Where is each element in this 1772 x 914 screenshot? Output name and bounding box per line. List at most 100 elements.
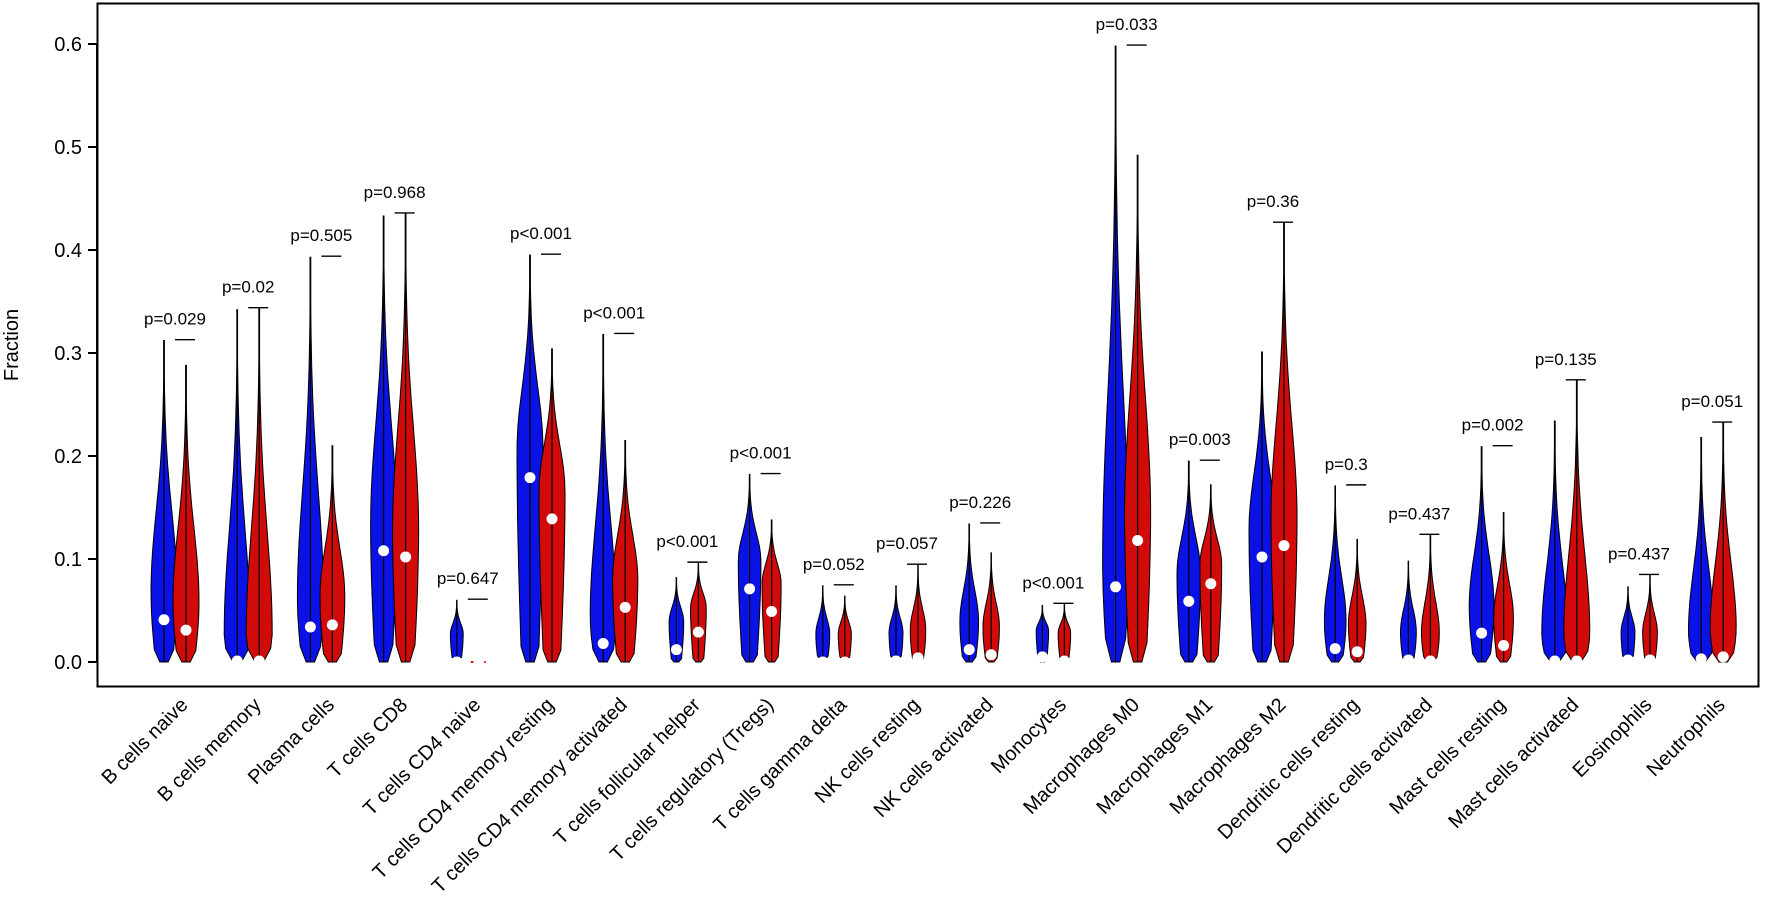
p-value-label: p=0.3 [1325,455,1368,474]
median-point [1695,653,1707,665]
violin-group [1102,45,1152,663]
y-tick-label: 0.5 [54,137,82,159]
p-value-label: p=0.135 [1535,350,1597,369]
median-point [619,601,631,613]
median-point [1498,640,1510,652]
y-tick-label: 0.0 [54,652,82,674]
median-point [304,621,316,633]
p-value-label: p=0.057 [876,534,938,553]
p-value-annotations: p=0.029 p=0.02 p=0.505 p=0.968 p=0.647 p<0.00… [144,15,1743,605]
median-point [912,652,924,664]
violin-group [815,585,852,668]
x-tick-label: Dendritic cells resting [1214,694,1364,844]
median-point [1571,655,1583,667]
median-point [231,655,243,667]
median-point [1424,655,1436,667]
median-point [1036,651,1048,663]
violin-group [1541,380,1591,667]
p-value-label: p=0.437 [1388,504,1450,523]
median-point [524,472,536,484]
median-point [692,626,704,638]
median-point [1278,540,1290,552]
median-point [817,656,829,668]
median-point [451,656,463,668]
x-tick-label: Mast cells activated [1444,694,1583,833]
violin-group [296,256,346,663]
p-value-label: p=0.033 [1096,15,1158,34]
median-point [180,624,192,636]
violin-group [668,562,707,663]
median-point [597,637,609,649]
median-point [890,655,902,667]
violin-group [1687,422,1737,665]
median-point [1058,655,1070,667]
p-value-label: p<0.001 [510,224,572,243]
median-point [326,619,338,631]
p-value-label: p=0.051 [1681,392,1743,411]
violin-group [223,308,273,667]
p-value-label: p<0.001 [583,303,645,322]
median-point [1132,534,1144,546]
p-value-label: p=0.002 [1462,416,1524,435]
violin-group [589,333,639,663]
median-point [1110,581,1122,593]
median-point [1329,643,1341,655]
median-point [400,551,412,563]
p-value-label: p=0.226 [949,493,1011,512]
median-point [1717,651,1729,663]
median-point [546,513,558,525]
median-point [378,545,390,557]
p-value-label: p<0.001 [730,444,792,463]
y-axis-label: Fraction [1,309,23,381]
violin-group [150,340,200,663]
x-tick-label: Eosinophils [1569,694,1657,782]
p-value-label: p=0.505 [290,226,352,245]
median-point [1402,654,1414,666]
x-tick-label: T cells follicular helper [550,694,705,849]
median-point [253,655,265,667]
p-value-label: p=0.437 [1608,544,1670,563]
median-point [1351,646,1363,658]
violin-group [1620,574,1658,666]
y-tick-label: 0.3 [54,343,82,365]
y-tick-label: 0.6 [54,34,82,56]
violin-group [1035,603,1072,667]
y-tick-label: 0.1 [54,549,82,571]
median-point [744,583,756,595]
x-tick-label: T cells gamma delta [709,693,851,835]
violin-group [1248,222,1298,663]
median-point [839,656,851,668]
median-point [1205,578,1217,590]
p-value-label: p=0.003 [1169,430,1231,449]
y-tick-label: 0.4 [54,240,82,262]
p-value-label: p=0.36 [1247,192,1299,211]
median-point [963,644,975,656]
median-point [1549,655,1561,667]
violin-group [1176,460,1223,663]
median-point [1256,551,1268,563]
median-point [158,614,170,626]
p-value-label: p=0.647 [437,569,499,588]
violin-group [1400,534,1440,667]
median-point [985,649,997,661]
p-value-label: p=0.029 [144,310,206,329]
median-point [1183,595,1195,607]
median-point [473,656,485,668]
p-value-label: p<0.001 [656,532,718,551]
p-value-label: p=0.052 [803,555,865,574]
median-point [766,606,778,618]
violin-group [449,599,487,668]
violin-group [888,564,927,667]
y-tick-label: 0.2 [54,446,82,468]
median-point [1622,654,1634,666]
p-value-label: p=0.02 [222,278,274,297]
violin-group [516,254,566,663]
p-value-label: p<0.001 [1022,573,1084,592]
violin-group [737,473,782,663]
p-value-label: p=0.968 [364,183,426,202]
median-point [1644,654,1656,666]
y-axis: 0.0 0.1 0.2 0.3 0.4 0.5 0.6 [54,34,98,674]
violin-group [1468,446,1514,663]
